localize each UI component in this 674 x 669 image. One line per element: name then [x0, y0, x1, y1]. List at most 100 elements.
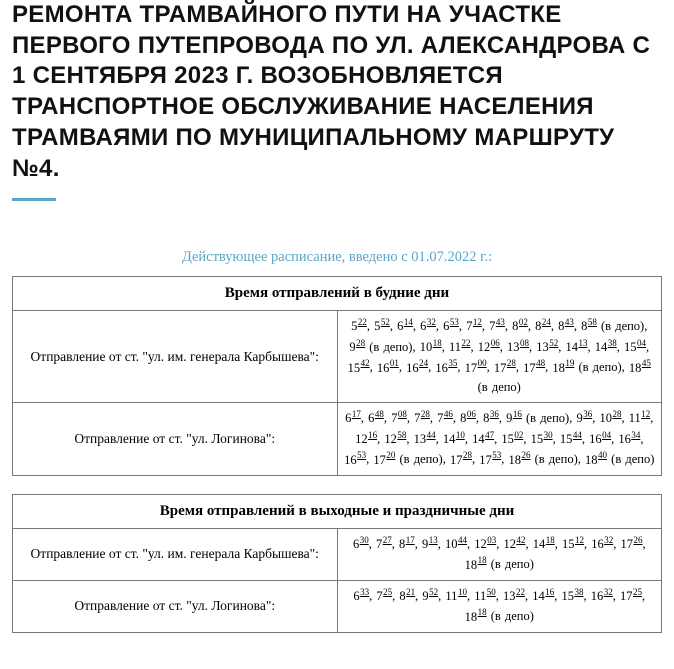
time-token: 1653	[344, 453, 366, 467]
time-token: 1258	[384, 432, 406, 446]
time-token: 1216	[355, 432, 377, 446]
time-token: 1728	[494, 361, 516, 375]
time-token: 1512	[562, 537, 584, 551]
time-token: 824	[535, 319, 551, 333]
time-token: 1542	[348, 361, 370, 375]
schedule-intro: Действующее расписание, введено с 01.07.…	[12, 249, 662, 266]
time-token: 1418	[533, 537, 555, 551]
time-token: 928	[349, 340, 365, 354]
time-token: 552	[374, 319, 390, 333]
time-token: 1530	[531, 432, 553, 446]
time-token: 1634	[618, 432, 640, 446]
time-token: 1150	[474, 589, 496, 603]
time-token: 1818	[465, 610, 487, 624]
table-row: Отправление от ст. "ул. Логинова":617, 6…	[13, 403, 662, 476]
time-token: 708	[391, 411, 407, 425]
time-token: 1818	[465, 558, 487, 572]
time-token: 1112	[629, 411, 651, 425]
time-token: 522	[351, 319, 367, 333]
time-token: 843	[558, 319, 574, 333]
time-token: 712	[466, 319, 482, 333]
time-token: 1700	[465, 361, 487, 375]
time-token: 1018	[420, 340, 442, 354]
time-token: 1544	[560, 432, 582, 446]
time-token: 1502	[501, 432, 523, 446]
time-token: 1352	[536, 340, 558, 354]
departure-label: Отправление от ст. "ул. Логинова":	[13, 403, 338, 476]
time-token: 1322	[503, 589, 525, 603]
time-token: 632	[420, 319, 436, 333]
depot-note: (в депо)	[535, 453, 578, 467]
time-token: 1748	[523, 361, 545, 375]
time-token: 725	[376, 589, 392, 603]
time-token: 858	[581, 319, 597, 333]
departure-label: Отправление от ст. "ул. Логинова":	[13, 580, 338, 632]
time-token: 617	[345, 411, 361, 425]
depot-note: (в депо)	[601, 319, 644, 333]
time-token: 1826	[508, 453, 530, 467]
time-token: 727	[376, 537, 392, 551]
time-token: 1819	[552, 361, 574, 375]
time-token: 1122	[449, 340, 471, 354]
depot-note: (в депо)	[369, 340, 412, 354]
time-token: 1720	[373, 453, 395, 467]
time-token: 746	[437, 411, 453, 425]
time-token: 1344	[414, 432, 436, 446]
departure-times: 617, 648, 708, 728, 746, 806, 836, 916 (…	[337, 403, 662, 476]
time-token: 1438	[595, 340, 617, 354]
departure-times: 633, 725, 821, 952, 1110, 1150, 1322, 14…	[337, 580, 662, 632]
table-row: Отправление от ст. "ул. Логинова":633, 7…	[13, 580, 662, 632]
time-token: 913	[422, 537, 438, 551]
schedule-table-title: Время отправлений в выходные и праздничн…	[13, 494, 662, 528]
time-token: 802	[512, 319, 528, 333]
time-token: 743	[489, 319, 505, 333]
time-token: 633	[353, 589, 369, 603]
table-row: Отправление от ст. "ул. им. генерала Кар…	[13, 528, 662, 580]
time-token: 1725	[620, 589, 642, 603]
time-token: 1753	[479, 453, 501, 467]
time-token: 728	[414, 411, 430, 425]
schedule-table: Время отправлений в выходные и праздничн…	[12, 494, 662, 633]
time-token: 614	[397, 319, 413, 333]
time-token: 1044	[445, 537, 467, 551]
time-token: 1028	[599, 411, 621, 425]
time-token: 916	[506, 411, 522, 425]
time-token: 1845	[629, 361, 651, 375]
time-token: 630	[353, 537, 369, 551]
time-token: 1728	[450, 453, 472, 467]
depot-note: (в депо)	[578, 361, 621, 375]
departure-label: Отправление от ст. "ул. им. генерала Кар…	[13, 311, 338, 403]
departure-label: Отправление от ст. "ул. им. генерала Кар…	[13, 528, 338, 580]
depot-note: (в депо)	[611, 453, 654, 467]
depot-note: (в депо)	[491, 558, 534, 572]
depot-note: (в депо)	[400, 453, 443, 467]
time-token: 1410	[443, 432, 465, 446]
time-token: 1601	[377, 361, 399, 375]
schedule-table-title: Время отправлений в будние дни	[13, 277, 662, 311]
time-token: 1538	[561, 589, 583, 603]
time-token: 936	[576, 411, 592, 425]
time-token: 1447	[472, 432, 494, 446]
accent-rule	[12, 198, 56, 201]
time-token: 1604	[589, 432, 611, 446]
time-token: 952	[422, 589, 438, 603]
time-token: 1840	[585, 453, 607, 467]
time-token: 817	[399, 537, 415, 551]
page-headline: РЕМОНТА ТРАМВАЙНОГО ПУТИ НА УЧАСТКЕ ПЕРВ…	[12, 0, 662, 184]
time-token: 1635	[435, 361, 457, 375]
time-token: 1632	[591, 589, 613, 603]
time-token: 821	[399, 589, 415, 603]
schedule-tables-container: Время отправлений в будние дниОтправлени…	[12, 276, 662, 633]
time-token: 1206	[478, 340, 500, 354]
table-row: Отправление от ст. "ул. им. генерала Кар…	[13, 311, 662, 403]
time-token: 1242	[503, 537, 525, 551]
departure-times: 522, 552, 614, 632, 653, 712, 743, 802, …	[337, 311, 662, 403]
time-token: 1632	[591, 537, 613, 551]
time-token: 1413	[566, 340, 588, 354]
schedule-table: Время отправлений в будние дниОтправлени…	[12, 276, 662, 476]
time-token: 1416	[532, 589, 554, 603]
time-token: 653	[443, 319, 459, 333]
depot-note: (в депо)	[526, 411, 569, 425]
time-token: 1110	[445, 589, 467, 603]
depot-note: (в депо)	[478, 380, 521, 394]
